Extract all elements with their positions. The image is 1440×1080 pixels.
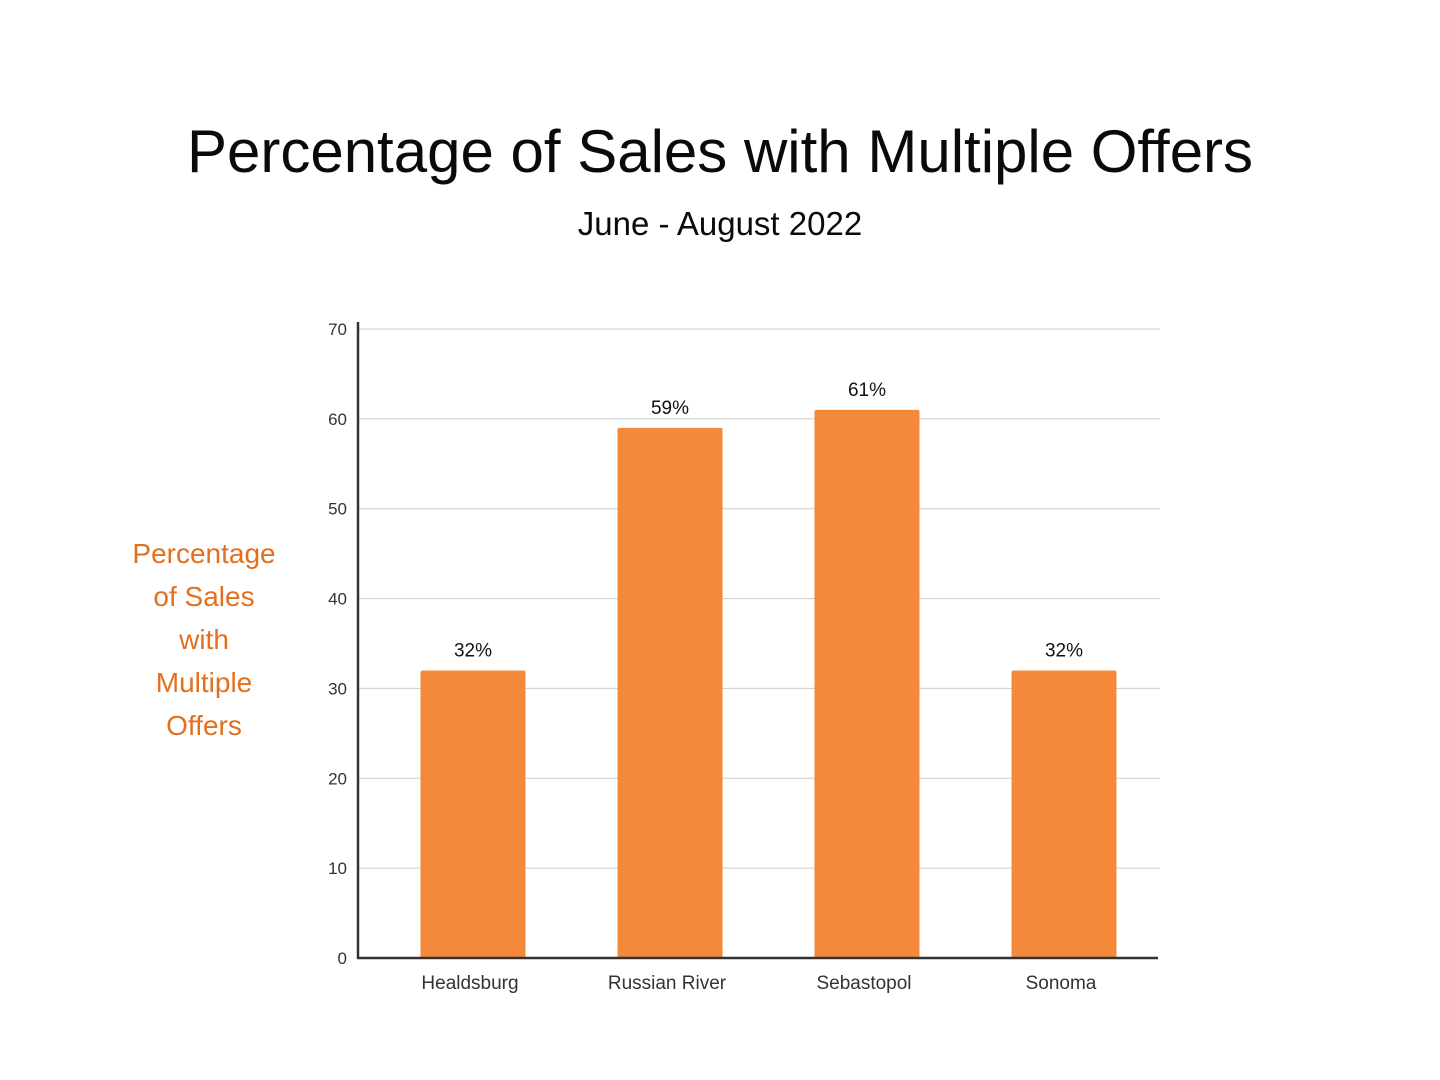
data-label: 61% (848, 380, 886, 401)
y-axis-label-line: Multiple (155, 667, 253, 698)
bar (617, 427, 723, 958)
bar (814, 409, 920, 958)
y-axis-label-line: of Sales (153, 581, 255, 612)
data-label: 32% (454, 640, 492, 661)
y-tick-label: 10 (328, 859, 347, 878)
x-tick-label: Sebastopol (816, 973, 911, 994)
x-tick-label: Sonoma (1026, 973, 1097, 994)
chart-title: Percentage of Sales with Multiple Offers (186, 118, 1254, 185)
y-axis-label: Percentage of Sales with Multiple Offers (112, 532, 296, 747)
x-tick-label: Healdsburg (421, 973, 518, 994)
bar (420, 670, 526, 958)
y-tick-label: 60 (328, 410, 347, 429)
y-tick-label: 30 (328, 679, 347, 698)
bar (1011, 670, 1117, 958)
y-axis-label-line: Offers (166, 710, 242, 741)
data-label: 59% (651, 398, 689, 419)
data-label: 32% (1045, 640, 1083, 661)
y-tick-label: 50 (328, 500, 347, 519)
y-tick-label: 20 (328, 769, 347, 788)
labels: 0 10 20 30 40 50 60 70 32% Healdsburg 59% Russian R… (328, 320, 1097, 994)
y-tick-label: 0 (338, 949, 347, 968)
axes (356, 322, 1158, 960)
chart-subtitle: June - August 2022 (577, 205, 863, 242)
x-tick-label: Russian River (608, 973, 727, 994)
y-tick-label: 70 (328, 320, 347, 339)
y-tick-label: 40 (328, 590, 347, 609)
y-axis-label-line: Percentage (132, 538, 276, 569)
bars (420, 409, 1117, 958)
y-axis-label-line: with (179, 624, 229, 655)
